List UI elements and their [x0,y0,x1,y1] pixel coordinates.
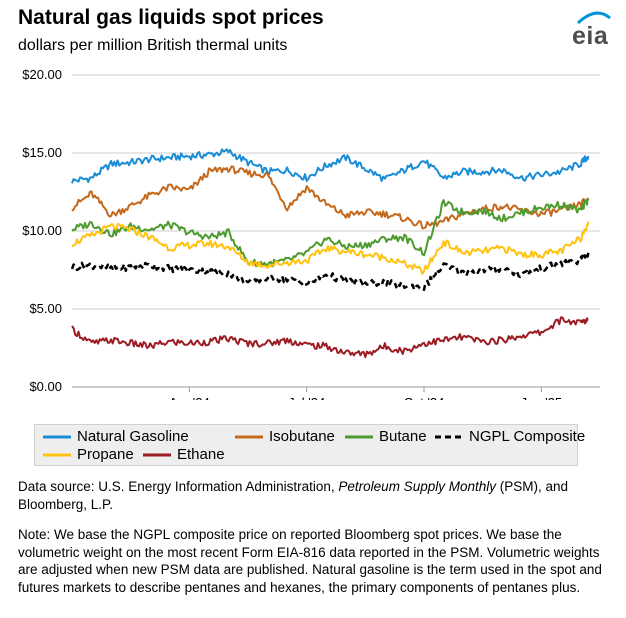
legend-swatch-ethane [143,453,171,457]
legend-label-propane: Propane [77,446,134,463]
legend-swatch-natural-gasoline [43,435,71,439]
chart-title: Natural gas liquids spot prices [18,6,324,29]
legend-swatch-propane [43,453,71,457]
legend-label-ngpl-composite: NGPL Composite [469,428,586,445]
series-line-natural-gasoline [71,148,590,184]
chart-subtitle: dollars per million British thermal unit… [18,37,288,54]
x-axis-tick-labels: Apr '24 Jul '24 Oct '24 Jan '25 [169,395,562,400]
grid-lines [72,74,600,392]
eia-logo-arc-icon [576,11,611,24]
legend-label-butane: Butane [379,428,427,445]
legend-item-isobutane: Isobutane [235,428,335,446]
series-line-isobutane [71,165,590,230]
x-tick-label: Apr '24 [169,395,210,400]
eia-logo-text: eia [572,22,609,50]
legend-swatch-isobutane [235,435,263,439]
series-line-ngpl-composite [70,252,590,292]
legend-item-natural-gasoline: Natural Gasoline [43,428,189,446]
y-tick-label: $5.00 [29,301,62,316]
series-line-butane [71,197,590,268]
data-source-prefix: Data source: U.S. Energy Information Adm… [18,479,339,494]
legend-swatch-butane [345,435,373,439]
x-tick-label: Oct '24 [404,395,445,400]
legend-item-propane: Propane [43,446,134,464]
chart-legend: Natural Gasoline Isobutane Butane NGPL C… [34,424,585,466]
data-source-publication: Petroleum Supply Monthly [338,479,496,494]
x-tick-label: Jan '25 [521,395,563,400]
y-tick-label: $20.00 [22,67,62,82]
y-tick-label: $0.00 [29,379,62,394]
legend-swatch-ngpl-composite [435,435,463,439]
legend-item-ethane: Ethane [143,446,225,464]
series-line-ethane [71,316,589,359]
legend-label-isobutane: Isobutane [269,428,335,445]
y-tick-label: $15.00 [22,145,62,160]
data-source-text: Data source: U.S. Energy Information Adm… [18,478,610,514]
legend-label-natural-gasoline: Natural Gasoline [77,428,189,445]
chart-note: Note: We base the NGPL composite price o… [18,527,602,595]
eia-logo: eia [570,10,614,50]
y-tick-label: $10.00 [22,223,62,238]
legend-label-ethane: Ethane [177,446,225,463]
line-chart: $0.00 $5.00 $10.00 $15.00 $20.00 Apr '24 Jul … [22,67,600,400]
series-line-propane [71,221,590,275]
x-tick-label: Jul '24 [288,395,325,400]
series-lines [70,148,590,359]
y-axis-tick-labels: $0.00 $5.00 $10.00 $15.00 $20.00 [22,67,62,394]
legend-item-butane: Butane [345,428,427,446]
data-source-suffix: (PSM), and Bloomberg, L.P. [18,479,569,512]
legend-item-ngpl-composite: NGPL Composite [435,428,585,446]
